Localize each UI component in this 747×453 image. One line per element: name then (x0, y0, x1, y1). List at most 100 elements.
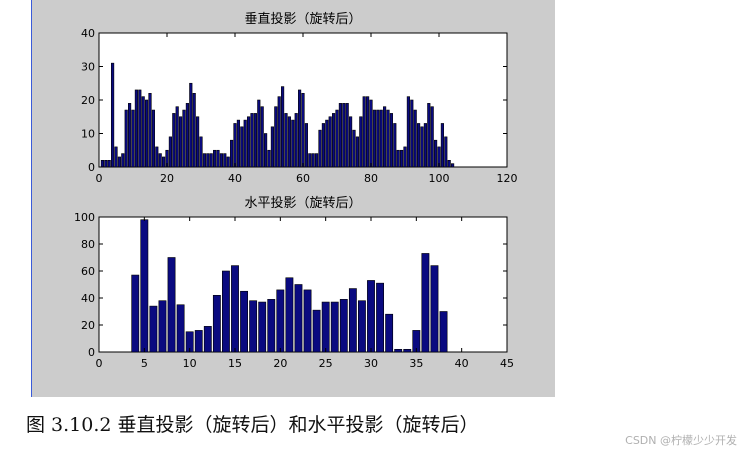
chart2-bar (330, 301, 339, 353)
chart1-bar (410, 99, 414, 168)
chart2-bar (131, 274, 140, 353)
chart2-bar (176, 304, 185, 353)
chart1-bar (151, 109, 155, 168)
chart2-x-tick-label: 20 (273, 357, 287, 370)
chart1-x-tick-label: 100 (429, 172, 450, 185)
chart2-bar (203, 326, 212, 353)
chart1-bar (100, 160, 104, 168)
chart1-y-tick-label: 30 (81, 61, 95, 74)
chart1-bar (325, 119, 329, 168)
chart2-x-tick-label: 15 (228, 357, 242, 370)
chart2-bar (367, 280, 375, 353)
chart2-bar (421, 253, 430, 353)
chart1-bar (179, 116, 183, 168)
chart2-bar (267, 299, 276, 353)
chart1-bar (199, 136, 203, 168)
chart1-bar (366, 96, 370, 168)
chart1-bar (311, 153, 315, 168)
chart1-bar (389, 113, 393, 168)
chart1-bar (114, 146, 118, 168)
chart1-bar (318, 129, 322, 168)
chart2-x-tick-label: 45 (500, 357, 514, 370)
chart1-y-tick-label: 0 (88, 161, 95, 174)
chart1-bar (352, 129, 356, 168)
chart1-bar (124, 109, 128, 168)
chart1-bar (277, 96, 281, 168)
chart1-bar (226, 156, 230, 168)
chart2-bar (222, 270, 230, 353)
chart1-bar (349, 116, 353, 168)
chart1-x-tick-label: 20 (160, 172, 174, 185)
chart2-bar (385, 313, 394, 353)
chart1-bar (172, 113, 176, 168)
chart1-bar (345, 103, 349, 168)
chart2-bar (249, 300, 258, 353)
chart1-x-tick-label: 80 (364, 172, 378, 185)
chart1-bar (230, 139, 234, 168)
horizontal-projection-chart: 水平投影（旋转后） 0 5 10 15 20 25 30 35 40 45 0 20 40 60 80 10… (74, 195, 514, 370)
chart2-bar (439, 311, 448, 353)
chart1-bar (131, 109, 135, 168)
chart2-y-tick-label: 0 (88, 346, 95, 359)
chart1-bar (158, 153, 162, 168)
chart2-x-tick-label: 40 (455, 357, 469, 370)
chart1-bar (298, 89, 302, 168)
chart2-bar (430, 265, 439, 353)
chart1-bar (189, 82, 193, 168)
chart1-bar (107, 160, 111, 168)
chart1-bar (138, 89, 142, 168)
chart1-bar (369, 99, 373, 168)
chart1-bar (386, 109, 390, 168)
chart2-y-ticks: 0 20 40 60 80 100 (74, 211, 507, 359)
chart1-bar (294, 113, 298, 168)
chart1-bar (321, 123, 325, 168)
chart1-bar (417, 123, 421, 168)
chart1-bar (111, 62, 115, 168)
chart1-bar (287, 116, 291, 168)
chart2-bar (303, 289, 312, 353)
chart1-bar (400, 149, 404, 168)
chart2-x-tick-label: 30 (364, 357, 378, 370)
chart1-bar (141, 96, 145, 168)
chart1-bar (175, 106, 179, 168)
chart2-y-tick-label: 100 (74, 211, 95, 224)
chart1-bar (403, 146, 407, 168)
chart1-bar (236, 119, 240, 168)
vertical-projection-chart: 垂直投影（旋转后） 0 20 40 60 80 100 120 0 10 20 30 40 (81, 11, 518, 185)
chart1-bar (444, 136, 448, 168)
chart1-bar (182, 109, 186, 168)
chart1-bar (216, 149, 220, 168)
chart1-bar (219, 153, 223, 168)
chart2-x-tick-label: 10 (183, 357, 197, 370)
chart1-bar (359, 116, 363, 168)
chart1-bar (257, 99, 261, 168)
chart1-bar (233, 123, 237, 168)
chart1-bar (148, 93, 152, 168)
chart2-x-tick-label: 25 (319, 357, 333, 370)
csdn-watermark: CSDN @柠檬少少开发 (625, 434, 737, 447)
chart1-bar (267, 149, 271, 168)
chart1-x-tick-label: 0 (96, 172, 103, 185)
chart1-bar (440, 123, 444, 168)
chart1-bar (253, 113, 257, 168)
chart2-y-tick-label: 20 (81, 319, 95, 332)
chart2-bar (149, 305, 158, 353)
chart1-bar (202, 153, 206, 168)
chart1-bar (291, 119, 295, 168)
chart2-y-tick-label: 60 (81, 265, 95, 278)
chart1-bar (223, 153, 227, 168)
chart2-bar (212, 294, 221, 353)
chart1-bar (121, 153, 125, 168)
chart1-bar (206, 153, 210, 168)
chart1-bar (396, 149, 400, 168)
chart1-bar (335, 109, 339, 168)
chart1-bar (413, 109, 417, 168)
chart1-bar (372, 109, 376, 168)
chart2-bar (140, 219, 149, 353)
chart1-bar (243, 119, 247, 168)
chart1-bar (260, 106, 264, 168)
chart2-x-tick-label: 35 (409, 357, 423, 370)
chart1-bar (376, 109, 380, 168)
chart2-y-tick-label: 40 (81, 292, 95, 305)
